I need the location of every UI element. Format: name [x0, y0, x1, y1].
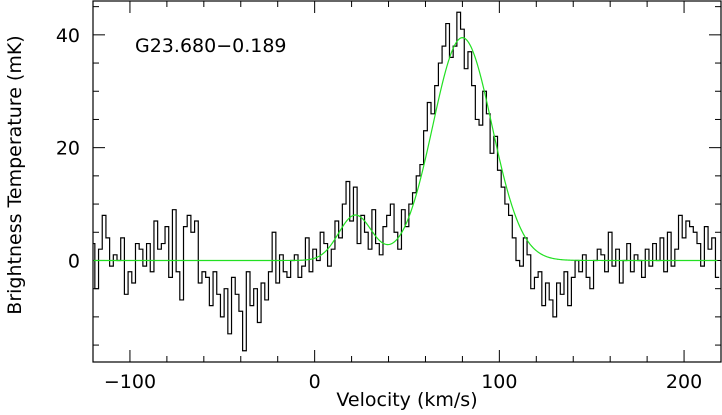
x-tick-label: 200	[666, 371, 702, 393]
gaussian-fit-series	[93, 37, 718, 262]
x-tick-label: −100	[104, 371, 156, 393]
axis-ticks	[92, 1, 722, 362]
x-tick-label: 100	[481, 371, 517, 393]
plot-area	[93, 11, 720, 352]
x-axis-title: Velocity (km/s)	[336, 389, 477, 411]
y-axis-title: Brightness Temperature (mK)	[4, 35, 26, 314]
y-tick-label: 40	[56, 25, 80, 47]
observed-spectrum-series	[93, 11, 720, 352]
source-name-label: G23.680−0.189	[135, 35, 287, 57]
y-tick-label: 20	[56, 138, 80, 160]
y-tick-label: 0	[68, 250, 80, 272]
plot-frame	[92, 0, 722, 363]
tick-labels: −100 0 100 200 0 20 40	[56, 25, 702, 393]
x-tick-label: 0	[309, 371, 321, 393]
